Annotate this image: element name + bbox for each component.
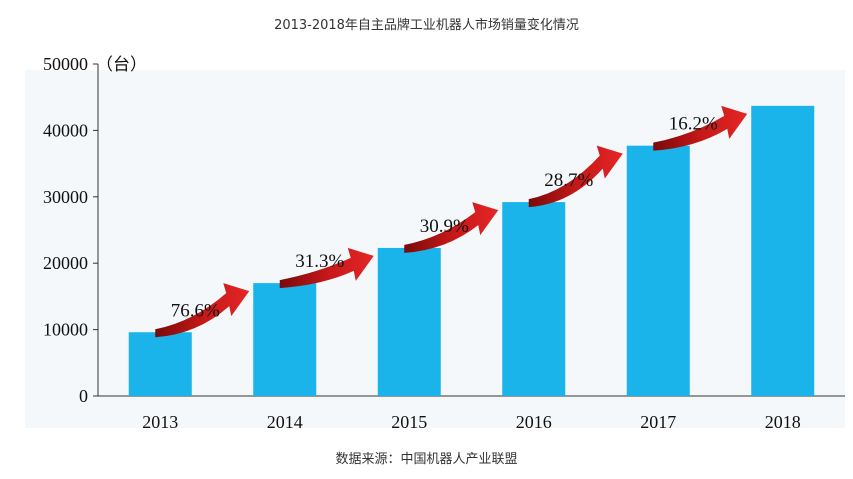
growth-rate-label: 16.2% <box>669 114 718 135</box>
y-tick-label: 0 <box>79 386 88 406</box>
source-note: 数据来源：中国机器人产业联盟 <box>335 452 518 467</box>
bar <box>751 105 815 396</box>
y-tick-label: 10000 <box>43 320 88 340</box>
growth-rate-label: 30.9% <box>420 216 469 237</box>
x-tick-label: 2015 <box>391 412 427 432</box>
growth-arrow <box>528 145 623 208</box>
growth-rate-label: 31.3% <box>295 251 344 272</box>
y-tick-label: 30000 <box>43 187 88 207</box>
bar-group <box>128 105 815 396</box>
chart-title: 2013-2018年自主品牌工业机器人市场销量变化情况 <box>274 18 579 33</box>
x-tick-label: 2017 <box>640 412 676 432</box>
y-tick-label: 20000 <box>43 253 88 273</box>
x-tick-label: 2016 <box>516 412 552 432</box>
growth-arrow <box>279 247 374 289</box>
x-tick-label: 2018 <box>765 412 801 432</box>
growth-rate-label: 76.6% <box>171 300 220 321</box>
x-tick-label: 2013 <box>142 412 178 432</box>
growth-rate-label: 28.7% <box>544 170 593 191</box>
x-tick-group: 2013 2014 2015 2016 2017 2018 <box>142 412 801 432</box>
y-tick-group: 0 10000 20000 30000 40000 50000 <box>43 54 98 406</box>
y-tick-label: 50000 <box>43 54 88 74</box>
growth-arrow <box>653 105 748 151</box>
bar <box>128 332 192 396</box>
growth-arrow <box>404 202 499 253</box>
x-tick-label: 2014 <box>267 412 303 432</box>
bar <box>377 247 441 396</box>
bar <box>253 283 317 396</box>
growth-arrow-group: 76.6% 31.3% 30.9% 28.7% 16.2% <box>155 105 748 338</box>
y-tick-label: 40000 <box>43 120 88 140</box>
y-axis-unit-label: （台） <box>96 55 147 75</box>
bar <box>502 202 566 396</box>
growth-arrow <box>155 283 250 338</box>
bar <box>626 145 690 396</box>
